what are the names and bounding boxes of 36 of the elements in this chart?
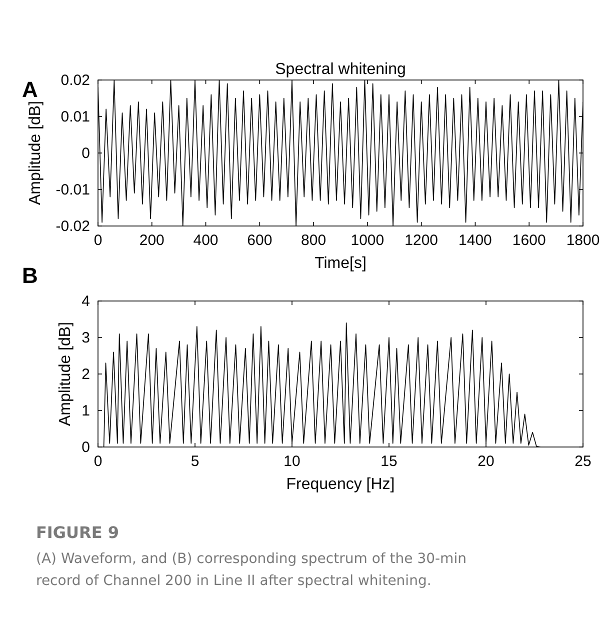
- y-tick-label: 1: [82, 402, 90, 420]
- x-tick-label: 1600: [512, 232, 546, 249]
- x-tick-label: 1200: [404, 232, 438, 249]
- x-tick-label: 25: [574, 453, 592, 470]
- x-tick-label: 800: [301, 232, 326, 249]
- y-tick-label: -0.01: [56, 182, 90, 198]
- chart-title: Spectral whitening: [275, 61, 406, 78]
- x-axis-title: Frequency [Hz]: [286, 476, 395, 493]
- x-tick-label: 1800: [566, 232, 600, 249]
- x-tick-label: 0: [94, 232, 102, 249]
- x-axis-title: Time[s]: [314, 255, 366, 272]
- y-tick-label: -0.02: [56, 218, 90, 235]
- y-tick-label: 0: [82, 439, 90, 456]
- x-tick-label: 1000: [350, 232, 384, 249]
- x-tick-label: 20: [478, 453, 494, 470]
- x-tick-label: 0: [94, 453, 102, 470]
- y-tick-label: 0: [82, 145, 90, 162]
- text: B: [22, 263, 38, 288]
- caption: FIGURE 9: [36, 523, 119, 542]
- y-tick-label: 4: [82, 293, 90, 310]
- text: A: [22, 77, 38, 102]
- text: (A) Waveform, and (B) corresponding spectrum of the 30-min record of Channel 200 in Line II after spectral whitening.: [36, 551, 466, 589]
- x-tick-label: 200: [139, 232, 164, 249]
- x-tick-label: 10: [284, 453, 300, 470]
- x-tick-label: 400: [193, 232, 218, 249]
- x-tick-label: 600: [247, 232, 272, 249]
- y-tick-label: 0.01: [60, 108, 90, 126]
- y-tick-label: 0.02: [60, 72, 90, 89]
- y-tick-label: 2: [82, 366, 90, 383]
- y-axis-title: Amplitude [dB]: [57, 322, 74, 426]
- x-tick-label: 5: [190, 453, 200, 470]
- y-tick-label: 3: [82, 330, 90, 346]
- x-tick-label: 1400: [458, 232, 492, 249]
- x-tick-label: 15: [380, 453, 398, 470]
- y-axis-title: Amplitude [dB]: [27, 100, 44, 206]
- line-series: [98, 80, 583, 226]
